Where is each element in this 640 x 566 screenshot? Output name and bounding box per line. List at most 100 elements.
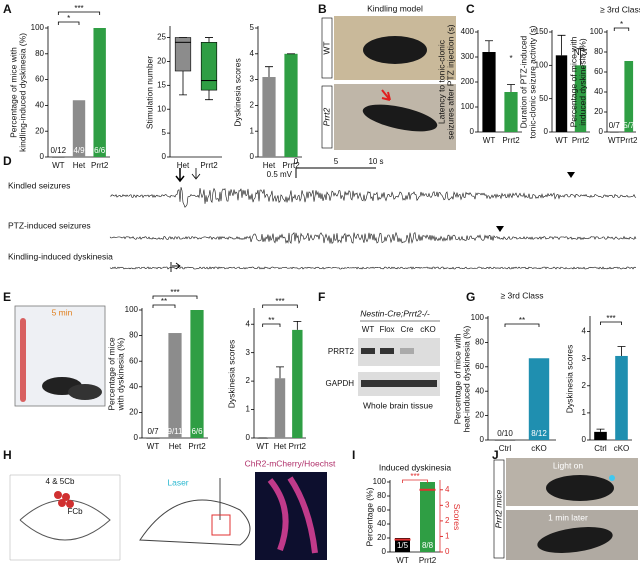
scale-label: 0.5 mV [267, 170, 293, 179]
chart-subtitle: ≥ 3rd Class [501, 290, 544, 300]
h-stain: ChR2-mCherry/Hoechst [245, 458, 336, 468]
band [361, 348, 375, 354]
y-tick-label: 150 [535, 27, 549, 36]
box [200, 42, 218, 91]
light [609, 475, 615, 481]
x-tick-label: WT [396, 556, 409, 565]
y-axis-label: with dyskinesia (%) [115, 337, 125, 411]
band-label: PRRT2 [328, 347, 355, 356]
traces [109, 187, 637, 270]
y-tick-label: 20 [157, 57, 166, 66]
y-tick-label: 2 [582, 381, 587, 390]
x-tick-label: WT [256, 442, 269, 451]
y-tick-label: 1 [250, 126, 255, 135]
y-tick-label: 20 [129, 408, 138, 417]
value-label: 0/7 [147, 427, 159, 436]
error-bar [576, 48, 585, 66]
y-tick-label: 50 [539, 94, 548, 103]
trace-label: Kindled seizures [8, 180, 70, 190]
bracket [402, 479, 428, 483]
bar [72, 100, 86, 157]
error-bar [485, 40, 493, 52]
label-box [321, 85, 333, 149]
x-tick-label: WT [52, 161, 65, 170]
arrow [191, 168, 201, 180]
y-axis-label: Percentage of mice with [568, 36, 578, 127]
y-axis-label: Duration of PTZ-induced [518, 35, 528, 128]
panel-letter: G [466, 290, 475, 304]
y-axis-label: tonic-clonic seizure activity (s) [527, 25, 537, 138]
band [361, 380, 437, 387]
x-tick-label: WT [608, 136, 621, 145]
y-tick-label: 60 [35, 75, 44, 84]
x-tick-label: Het [177, 161, 190, 170]
value-label: 1/5 [397, 541, 409, 550]
x-tick-label: Prrt2 [502, 136, 520, 145]
y-axis-label: kindling-induced dyskinesia (%) [17, 33, 27, 152]
bar [146, 438, 160, 439]
arrow [175, 168, 185, 183]
y-tick-label: 60 [377, 505, 386, 514]
bracket [57, 11, 101, 15]
y-tick-label: 1 [582, 408, 587, 417]
y-tick-label: 0 [544, 127, 549, 136]
y-tick-label: 40 [35, 101, 44, 110]
x-tick-label: Prrt2 [289, 442, 307, 451]
y-tick-label: 100 [31, 23, 45, 32]
mouse [362, 104, 438, 132]
bar [52, 157, 65, 158]
value-label: 8/12 [531, 429, 547, 438]
significance: *** [275, 297, 284, 306]
value-label: 6/6 [191, 427, 203, 436]
y-tick-label: 0 [134, 433, 139, 442]
value-label: 4/9 [73, 146, 85, 155]
bar [190, 310, 204, 438]
x-tick-label: Prrt2 [188, 442, 206, 451]
trace [109, 187, 637, 208]
bar [292, 329, 303, 438]
lane: Flox [379, 325, 394, 334]
y-tick-label: 100 [590, 27, 604, 36]
lane: WT [362, 325, 375, 334]
y-tick-label: 5 [250, 23, 255, 32]
bar [574, 65, 587, 132]
value-label: 0/7 [609, 121, 621, 130]
y-tick-label: 200 [461, 77, 475, 86]
panel-letter: I [352, 448, 355, 462]
bar [624, 61, 634, 132]
x-tick-label: WT [555, 136, 568, 145]
y-tick-label: 100 [461, 102, 475, 111]
mouse-brain [139, 499, 251, 546]
j-later: 1 min later [548, 512, 588, 522]
y-tick-label: 0 [246, 433, 251, 442]
panel-letter: A [3, 2, 12, 16]
h-laser: Laser [167, 477, 188, 487]
x-tick-label: Prrt2 [419, 556, 437, 565]
mouse [546, 475, 614, 501]
arrow [170, 262, 181, 272]
label-box [321, 17, 333, 79]
label-box [493, 459, 505, 559]
e-time: 5 min [52, 307, 73, 317]
y-tick-label: 3 [582, 354, 587, 363]
bar [609, 132, 619, 133]
y-tick-label: 60 [475, 362, 484, 371]
y-axis-label: Dyskinesia scores [232, 58, 242, 127]
y-tick-label: 100 [535, 60, 549, 69]
y-tick-label: 100 [471, 313, 485, 322]
dot [66, 500, 74, 508]
y-tick-label: 100 [373, 477, 387, 486]
value-label: 0/12 [51, 146, 67, 155]
bracket [152, 295, 198, 299]
trace-label: PTZ-induced seizures [8, 220, 91, 230]
y-tick-label: 40 [129, 382, 138, 391]
significance: * [67, 14, 70, 23]
bar [93, 28, 106, 157]
y-tick-label: 0 [582, 435, 587, 444]
panel-letter: F [318, 290, 325, 304]
panel-letter: H [3, 448, 12, 462]
significance: ** [161, 297, 167, 306]
bracket [57, 21, 80, 25]
error-bar [293, 320, 302, 330]
